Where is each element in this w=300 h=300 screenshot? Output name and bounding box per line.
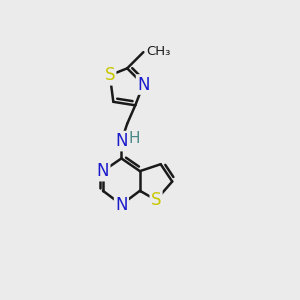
Text: S: S: [151, 191, 161, 209]
Text: H: H: [128, 131, 140, 146]
Text: CH₃: CH₃: [146, 44, 170, 58]
Text: N: N: [115, 132, 128, 150]
Text: N: N: [137, 76, 150, 94]
Text: N: N: [115, 196, 128, 214]
Text: N: N: [97, 162, 109, 180]
Text: S: S: [105, 66, 115, 84]
